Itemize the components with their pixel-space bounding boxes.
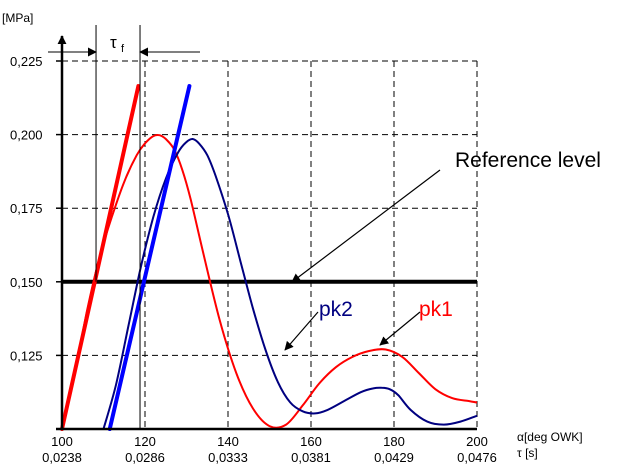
x2-tick-label-1: 0,0286 — [125, 450, 165, 465]
x-tick-label-0: 100 — [51, 434, 73, 449]
x-axis-label: α[deg OWK] — [517, 430, 583, 444]
pk1-label: pk1 — [419, 298, 453, 321]
x-tick-label-1: 120 — [134, 434, 156, 449]
tangent-line-0 — [60, 84, 141, 431]
x2-axis-label: τ [s] — [517, 446, 538, 460]
labels: [MPa] α[deg OWK] τ [s] τ f Reference lev… — [2, 11, 601, 460]
y-tick-label-0: 0,125 — [10, 348, 43, 363]
tau-f-subscript: f — [121, 43, 125, 55]
x-tick-label-4: 180 — [383, 434, 405, 449]
pk2-curve — [102, 137, 478, 430]
reference-level-pointer — [291, 169, 441, 283]
pk2-label: pk2 — [319, 298, 353, 321]
x2-tick-label-5: 0,0476 — [457, 450, 497, 465]
y-tick-label-3: 0,200 — [10, 128, 43, 143]
pk2-pointer — [284, 311, 319, 351]
tangent-line-1 — [107, 84, 192, 431]
x2-tick-label-4: 0,0429 — [374, 450, 414, 465]
x2-tick-label-0: 0,0238 — [42, 450, 82, 465]
series-layer — [60, 84, 478, 431]
reference-level-label: Reference level — [455, 149, 601, 172]
x-tick-label-5: 200 — [466, 434, 488, 449]
pk1-curve — [61, 133, 478, 430]
x-tick-label-2: 140 — [217, 434, 239, 449]
tau-f-symbol: τ — [110, 33, 117, 52]
y-tick-label-2: 0,175 — [10, 201, 43, 216]
x-tick-label-3: 160 — [300, 434, 322, 449]
axes: 0,1250,1500,1750,2000,2251000,02381200,0… — [10, 25, 497, 465]
pk1-pointer — [379, 311, 421, 346]
x2-tick-label-2: 0,0333 — [208, 450, 248, 465]
x2-tick-label-3: 0,0381 — [291, 450, 331, 465]
y-tick-label-1: 0,150 — [10, 275, 43, 290]
y-tick-label-4: 0,225 — [10, 54, 43, 69]
y-axis-label: [MPa] — [2, 11, 33, 25]
